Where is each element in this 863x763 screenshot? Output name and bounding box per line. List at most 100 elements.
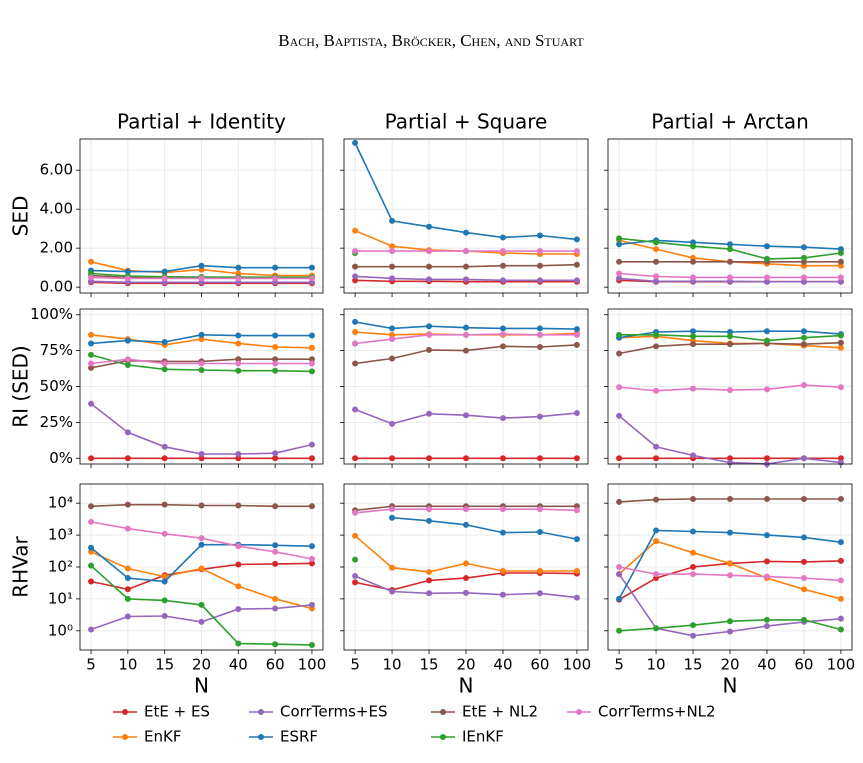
point	[499, 455, 506, 462]
y-tick-label: 0%	[49, 449, 73, 467]
point	[198, 535, 205, 542]
point	[837, 274, 844, 281]
point	[198, 331, 205, 338]
point	[536, 325, 543, 332]
point	[573, 567, 580, 574]
point	[389, 506, 396, 513]
point	[198, 262, 205, 269]
point	[426, 455, 433, 462]
point	[352, 139, 359, 146]
point	[499, 277, 506, 284]
legend-label: EnKF	[144, 728, 181, 746]
x-tick-label: 60	[266, 656, 285, 674]
point	[837, 595, 844, 602]
point	[573, 277, 580, 284]
x-tick-label: 20	[192, 656, 211, 674]
point	[308, 503, 315, 510]
point	[463, 229, 469, 236]
point	[272, 548, 279, 555]
point	[272, 595, 279, 602]
y-tick-label: 100%	[30, 305, 73, 323]
point	[272, 360, 279, 367]
point	[690, 243, 697, 250]
point	[352, 318, 359, 325]
point	[536, 277, 543, 284]
point	[88, 544, 95, 551]
point	[727, 455, 733, 462]
point	[763, 274, 770, 281]
point	[124, 356, 131, 363]
point	[653, 331, 660, 338]
point	[727, 328, 733, 335]
point	[352, 532, 359, 539]
point	[800, 558, 807, 565]
point	[463, 575, 469, 582]
point	[653, 246, 660, 253]
point	[235, 275, 242, 282]
point	[499, 567, 506, 574]
point	[161, 360, 168, 367]
y-axis-label: RHVar	[9, 535, 33, 597]
point	[653, 258, 660, 265]
point	[389, 243, 396, 250]
point	[653, 278, 660, 285]
y-tick-label: 4.00	[40, 200, 73, 218]
point	[536, 248, 543, 255]
legend-marker	[122, 709, 128, 715]
x-tick-label: 40	[229, 656, 248, 674]
point	[800, 534, 807, 541]
point	[463, 331, 469, 338]
point	[235, 561, 242, 568]
point	[235, 264, 242, 271]
point	[389, 331, 396, 338]
point	[426, 577, 433, 584]
point	[763, 278, 770, 285]
legend-marker	[576, 709, 582, 715]
point	[235, 340, 242, 347]
point	[573, 261, 580, 268]
point	[272, 264, 279, 271]
point	[573, 410, 580, 417]
point	[161, 578, 168, 585]
point	[389, 588, 396, 595]
point	[616, 571, 623, 578]
point	[463, 263, 469, 270]
point	[88, 626, 95, 633]
y-axis-label: RI (SED)	[9, 345, 33, 428]
legend-label: CorrTerms+NL2	[598, 703, 716, 721]
point	[124, 268, 131, 275]
point	[124, 613, 131, 620]
point	[124, 525, 131, 532]
point	[837, 250, 844, 257]
x-tick-label: 100	[563, 656, 592, 674]
point	[653, 455, 660, 462]
point	[389, 420, 396, 427]
point	[272, 275, 279, 282]
point	[653, 273, 660, 280]
y-tick-label: 10¹	[48, 589, 73, 607]
point	[198, 618, 205, 625]
point	[690, 341, 697, 348]
legend-marker	[440, 709, 446, 715]
x-tick-label: 20	[456, 656, 475, 674]
point	[389, 564, 396, 571]
point	[308, 555, 315, 562]
point	[616, 412, 623, 419]
point	[536, 262, 543, 269]
point	[88, 340, 95, 347]
legend-marker	[258, 734, 264, 740]
point	[690, 496, 697, 503]
point	[198, 565, 205, 572]
legend-marker	[258, 709, 264, 715]
point	[235, 332, 242, 339]
panel-title: Partial + Arctan	[651, 110, 809, 134]
point	[800, 616, 807, 623]
point	[837, 615, 844, 622]
point	[573, 594, 580, 601]
x-tick-label: 15	[155, 656, 174, 674]
point	[763, 532, 770, 539]
point	[161, 339, 168, 346]
legend-label: EtE + NL2	[462, 703, 538, 721]
point	[573, 455, 580, 462]
point	[499, 415, 506, 422]
